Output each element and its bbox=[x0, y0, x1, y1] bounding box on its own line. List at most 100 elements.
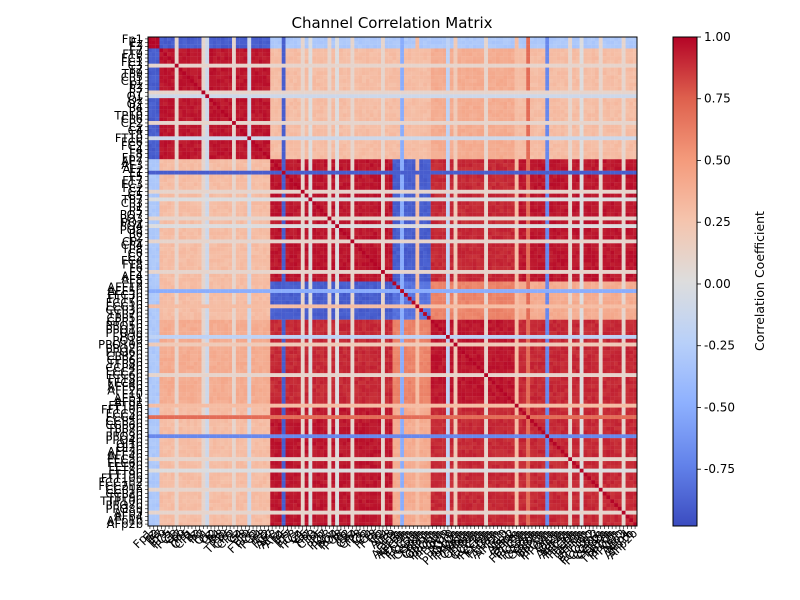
heatmap-cell bbox=[492, 175, 496, 179]
heatmap-cell bbox=[461, 148, 465, 152]
heatmap-cell bbox=[305, 182, 309, 186]
heatmap-cell bbox=[427, 159, 431, 163]
heatmap-cell bbox=[614, 79, 618, 83]
heatmap-cell bbox=[240, 56, 244, 60]
heatmap-cell bbox=[377, 45, 381, 49]
heatmap-cell bbox=[163, 45, 167, 49]
heatmap-cell bbox=[484, 113, 488, 117]
heatmap-cell bbox=[553, 56, 557, 60]
heatmap-cell bbox=[385, 60, 389, 64]
heatmap-cell bbox=[580, 121, 584, 125]
heatmap-cell bbox=[538, 155, 542, 159]
heatmap-cell bbox=[454, 56, 458, 60]
heatmap-cell bbox=[194, 64, 198, 68]
heatmap-cell bbox=[274, 102, 278, 106]
heatmap-cell bbox=[213, 68, 217, 72]
heatmap-cell bbox=[213, 102, 217, 106]
heatmap-cell bbox=[270, 37, 274, 41]
heatmap-cell bbox=[457, 117, 461, 121]
heatmap-cell bbox=[435, 148, 439, 152]
heatmap-cell bbox=[427, 48, 431, 52]
heatmap-cell bbox=[606, 106, 610, 110]
heatmap-cell bbox=[358, 102, 362, 106]
heatmap-cell bbox=[591, 110, 595, 114]
heatmap-cell bbox=[293, 136, 297, 140]
heatmap-cell bbox=[175, 148, 179, 152]
heatmap-cell bbox=[301, 167, 305, 171]
heatmap-cell bbox=[385, 178, 389, 182]
heatmap-cell bbox=[419, 175, 423, 179]
heatmap-cell bbox=[213, 121, 217, 125]
heatmap-cell bbox=[236, 175, 240, 179]
heatmap-cell bbox=[591, 171, 595, 175]
heatmap-cell bbox=[618, 113, 622, 117]
heatmap-cell bbox=[251, 167, 255, 171]
heatmap-cell bbox=[358, 144, 362, 148]
heatmap-cell bbox=[293, 87, 297, 91]
heatmap-cell bbox=[247, 110, 251, 114]
heatmap-cell bbox=[358, 163, 362, 167]
heatmap-cell bbox=[320, 129, 324, 133]
heatmap-cell bbox=[316, 117, 320, 121]
heatmap-cell bbox=[538, 148, 542, 152]
heatmap-cell bbox=[213, 155, 217, 159]
heatmap-cell bbox=[381, 113, 385, 117]
heatmap-cell bbox=[232, 117, 236, 121]
heatmap-cell bbox=[519, 37, 523, 41]
heatmap-cell bbox=[171, 71, 175, 75]
heatmap-cell bbox=[213, 182, 217, 186]
heatmap-cell bbox=[389, 178, 393, 182]
heatmap-cell bbox=[618, 110, 622, 114]
heatmap-cell bbox=[224, 37, 228, 41]
heatmap-cell bbox=[366, 163, 370, 167]
heatmap-cell bbox=[526, 178, 530, 182]
heatmap-cell bbox=[488, 121, 492, 125]
heatmap-cell bbox=[182, 117, 186, 121]
heatmap-cell bbox=[415, 129, 419, 133]
heatmap-cell bbox=[545, 117, 549, 121]
heatmap-cell bbox=[515, 133, 519, 137]
heatmap-cell bbox=[156, 113, 160, 117]
heatmap-cell bbox=[557, 71, 561, 75]
heatmap-cell bbox=[343, 129, 347, 133]
heatmap-cell bbox=[496, 163, 500, 167]
heatmap-cell bbox=[305, 167, 309, 171]
heatmap-cell bbox=[419, 75, 423, 79]
heatmap-cell bbox=[389, 167, 393, 171]
heatmap-cell bbox=[511, 133, 515, 137]
heatmap-cell bbox=[366, 152, 370, 156]
heatmap-cell bbox=[507, 140, 511, 144]
heatmap-cell bbox=[629, 79, 633, 83]
heatmap-cell bbox=[450, 171, 454, 175]
heatmap-cell bbox=[587, 52, 591, 56]
heatmap-cell bbox=[240, 113, 244, 117]
heatmap-cell bbox=[457, 144, 461, 148]
heatmap-cell bbox=[236, 171, 240, 175]
heatmap-cell bbox=[289, 129, 293, 133]
heatmap-cell bbox=[515, 182, 519, 186]
heatmap-cell bbox=[545, 182, 549, 186]
heatmap-cell bbox=[305, 152, 309, 156]
heatmap-cell bbox=[408, 144, 412, 148]
heatmap-cell bbox=[255, 87, 259, 91]
heatmap-cell bbox=[477, 64, 481, 68]
heatmap-cell bbox=[270, 129, 274, 133]
heatmap-cell bbox=[515, 167, 519, 171]
heatmap-cell bbox=[423, 152, 427, 156]
heatmap-cell bbox=[305, 136, 309, 140]
heatmap-cell bbox=[568, 159, 572, 163]
heatmap-cell bbox=[201, 121, 205, 125]
heatmap-cell bbox=[282, 144, 286, 148]
heatmap-cell bbox=[274, 121, 278, 125]
heatmap-cell bbox=[190, 144, 194, 148]
heatmap-cell bbox=[159, 125, 163, 129]
heatmap-cell bbox=[626, 52, 630, 56]
heatmap-cell bbox=[576, 140, 580, 144]
heatmap-cell bbox=[324, 56, 328, 60]
heatmap-cell bbox=[385, 102, 389, 106]
heatmap-cell bbox=[171, 106, 175, 110]
heatmap-cell bbox=[255, 41, 259, 45]
heatmap-cell bbox=[507, 148, 511, 152]
heatmap-cell bbox=[240, 68, 244, 72]
heatmap-cell bbox=[179, 167, 183, 171]
